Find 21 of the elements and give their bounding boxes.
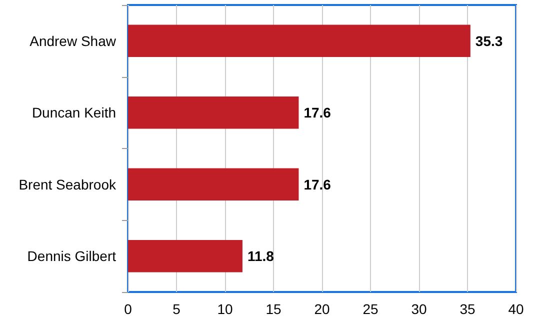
y-tick-label: Andrew Shaw <box>30 32 117 49</box>
data-label: 11.8 <box>247 248 274 264</box>
x-tick-label: 10 <box>217 301 233 317</box>
bar <box>128 24 470 58</box>
x-tick-label: 30 <box>411 301 427 317</box>
bar <box>128 168 299 201</box>
x-tick-label: 5 <box>172 301 181 317</box>
x-tick-label: 25 <box>362 301 378 317</box>
x-tick-label: 15 <box>266 301 282 317</box>
y-tick-label: Duncan Keith <box>32 104 116 121</box>
y-tick-label: Brent Seabrook <box>18 176 117 192</box>
data-label: 35.3 <box>475 32 503 49</box>
y-tick-label: Dennis Gilbert <box>27 248 116 264</box>
bar <box>128 96 299 129</box>
data-label: 17.6 <box>304 104 332 121</box>
x-tick-label: 35 <box>460 301 476 317</box>
x-tick-label: 20 <box>314 301 330 317</box>
bar <box>128 240 242 272</box>
x-tick-label: 0 <box>124 301 132 317</box>
data-label: 17.6 <box>304 176 332 192</box>
x-tick-label: 40 <box>508 301 524 317</box>
